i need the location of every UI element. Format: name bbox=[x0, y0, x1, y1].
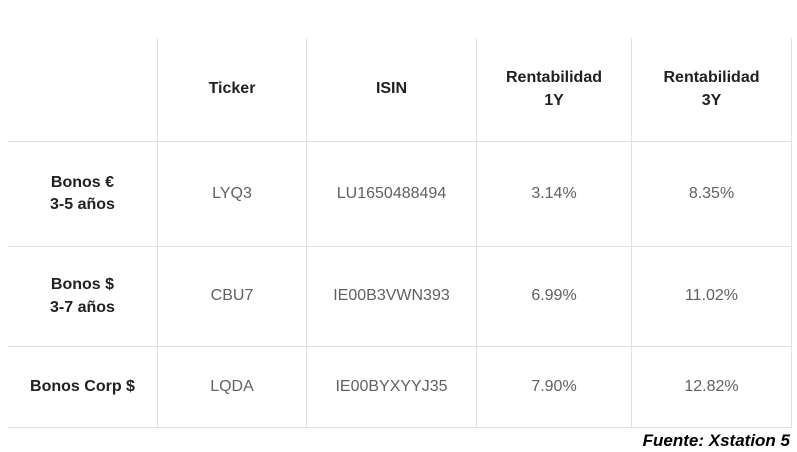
cell-ticker: CBU7 bbox=[158, 247, 307, 347]
column-header-ticker: Ticker bbox=[158, 38, 307, 142]
column-header-isin: ISIN bbox=[307, 38, 477, 142]
corner-cell bbox=[8, 38, 158, 142]
cell-rentabilidad-3y: 8.35% bbox=[632, 142, 792, 247]
cell-isin: LU1650488494 bbox=[307, 142, 477, 247]
source-attribution: Fuente: Xstation 5 bbox=[642, 431, 790, 450]
cell-ticker: LQDA bbox=[158, 347, 307, 428]
column-header-rentabilidad-3y: Rentabilidad 3Y bbox=[632, 38, 792, 142]
row-header-bonos-usd-3-7: Bonos $ 3-7 años bbox=[8, 247, 158, 347]
cell-rentabilidad-3y: 12.82% bbox=[632, 347, 792, 428]
bond-returns-table: Ticker ISIN Rentabilidad 1Y Rentabilidad… bbox=[8, 38, 792, 428]
cell-rentabilidad-1y: 3.14% bbox=[477, 142, 632, 247]
cell-rentabilidad-3y: 11.02% bbox=[632, 247, 792, 347]
row-header-bonos-corp-usd: Bonos Corp $ bbox=[8, 347, 158, 428]
row-header-bonos-eur-3-5: Bonos € 3-5 años bbox=[8, 142, 158, 247]
cell-isin: IE00BYXYYJ35 bbox=[307, 347, 477, 428]
cell-rentabilidad-1y: 6.99% bbox=[477, 247, 632, 347]
cell-isin: IE00B3VWN393 bbox=[307, 247, 477, 347]
cell-rentabilidad-1y: 7.90% bbox=[477, 347, 632, 428]
column-header-rentabilidad-1y: Rentabilidad 1Y bbox=[477, 38, 632, 142]
cell-ticker: LYQ3 bbox=[158, 142, 307, 247]
